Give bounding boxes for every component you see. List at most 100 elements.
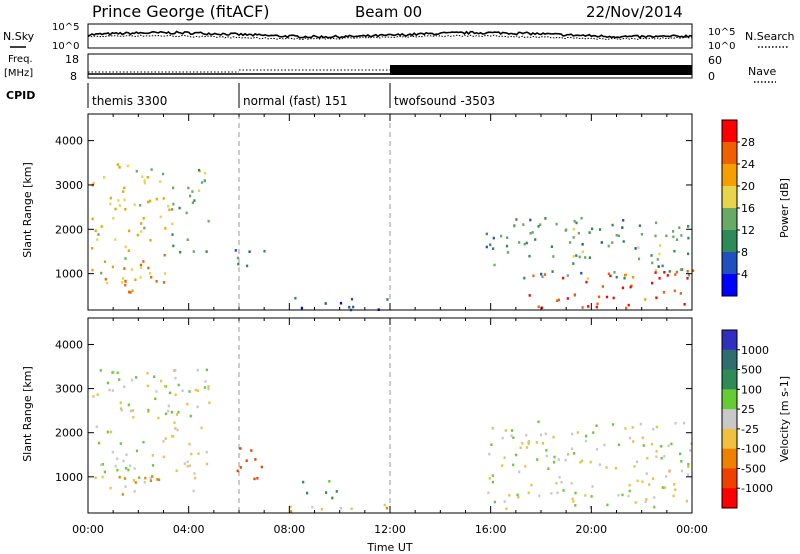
data-cell	[386, 298, 389, 301]
data-cell	[646, 456, 649, 460]
data-cell	[119, 401, 122, 405]
data-cell	[205, 368, 208, 372]
data-cell	[350, 507, 353, 511]
data-cell	[142, 216, 145, 220]
data-cell	[596, 302, 599, 306]
data-cell	[525, 433, 528, 437]
data-cell	[566, 274, 569, 277]
data-cell	[667, 444, 670, 448]
data-cell	[545, 449, 548, 452]
data-cell	[573, 219, 576, 223]
data-cell	[116, 371, 119, 375]
data-cell	[116, 457, 119, 461]
data-cell	[118, 204, 121, 207]
data-cell	[539, 433, 543, 437]
data-cell	[595, 447, 599, 451]
data-cell	[142, 260, 145, 263]
freq-left-tick-low: 8	[70, 70, 77, 83]
data-cell	[672, 230, 675, 233]
data-cell	[571, 432, 574, 436]
power-colorbar-swatch	[722, 274, 737, 297]
data-cell	[119, 407, 123, 410]
data-cell	[324, 302, 327, 305]
data-cell	[111, 371, 114, 374]
data-cell	[140, 266, 143, 269]
time-tick-label: 16:00	[475, 523, 507, 536]
data-cell	[566, 297, 569, 300]
data-cell	[600, 241, 603, 244]
data-cell	[192, 250, 195, 253]
data-cell	[114, 238, 117, 241]
data-cell	[487, 491, 490, 495]
data-cell	[256, 477, 259, 480]
data-cell	[162, 197, 165, 200]
data-cell	[205, 250, 208, 253]
data-cell	[639, 422, 642, 426]
data-cell	[655, 269, 658, 272]
data-cell	[100, 271, 103, 275]
data-cell	[162, 281, 166, 284]
velocity-colorbar-frame	[721, 329, 738, 509]
data-cell	[505, 507, 508, 510]
data-cell	[648, 483, 651, 486]
y-tick-label: 2000	[55, 223, 83, 236]
data-cell	[538, 494, 541, 498]
data-cell	[519, 446, 522, 450]
data-cell	[193, 199, 196, 202]
velocity-colorbar-swatch	[722, 389, 737, 410]
data-cell	[572, 255, 575, 258]
data-cell	[660, 456, 663, 460]
data-cell	[651, 261, 654, 265]
data-cell	[94, 229, 97, 233]
data-cell	[673, 289, 676, 293]
data-cell	[385, 506, 388, 510]
data-cell	[114, 464, 117, 468]
data-cell	[131, 289, 134, 293]
data-cell	[175, 413, 178, 416]
data-cell	[149, 239, 152, 242]
data-cell	[111, 265, 114, 269]
data-cell	[673, 483, 676, 486]
data-cell	[493, 263, 496, 267]
power-colorbar-swatch	[722, 252, 737, 275]
velocity-colorbar-tick-label: -100	[741, 443, 766, 456]
data-cell	[171, 233, 174, 236]
power-colorbar-tick-label: 12	[741, 224, 755, 237]
data-cell	[339, 301, 343, 305]
time-tick-label: 08:00	[273, 523, 305, 536]
data-cell	[645, 472, 648, 475]
power-panel: 1000 2000 3000 4000	[55, 113, 695, 312]
power-colorbar-swatch	[722, 164, 737, 187]
data-cell	[539, 223, 542, 226]
data-cell	[501, 464, 504, 467]
data-cell	[637, 246, 640, 249]
data-cell	[178, 206, 181, 210]
data-cell	[142, 440, 145, 444]
data-cell	[112, 217, 115, 220]
data-cell	[489, 243, 492, 247]
power-colorbar-tick-label: 24	[741, 158, 755, 171]
data-cell	[527, 442, 530, 445]
data-cell	[302, 480, 305, 484]
data-cell	[641, 480, 644, 483]
data-cell	[528, 294, 531, 297]
data-cell	[150, 275, 153, 279]
data-cell	[580, 271, 583, 275]
data-cell	[149, 479, 152, 483]
data-cell	[674, 488, 677, 491]
time-tick-label: 00:00	[72, 523, 104, 536]
data-cell	[122, 459, 125, 463]
data-cell	[492, 247, 495, 250]
data-cell	[579, 461, 582, 464]
data-cell	[162, 455, 165, 459]
data-cell	[490, 443, 493, 446]
data-cell	[650, 254, 653, 257]
data-cell	[352, 305, 355, 309]
data-cell	[164, 227, 167, 230]
data-cell	[197, 168, 201, 172]
data-cell	[118, 475, 121, 479]
data-cell	[644, 500, 647, 503]
data-cell	[167, 409, 170, 413]
data-cell	[96, 238, 99, 241]
data-cell	[536, 458, 539, 461]
